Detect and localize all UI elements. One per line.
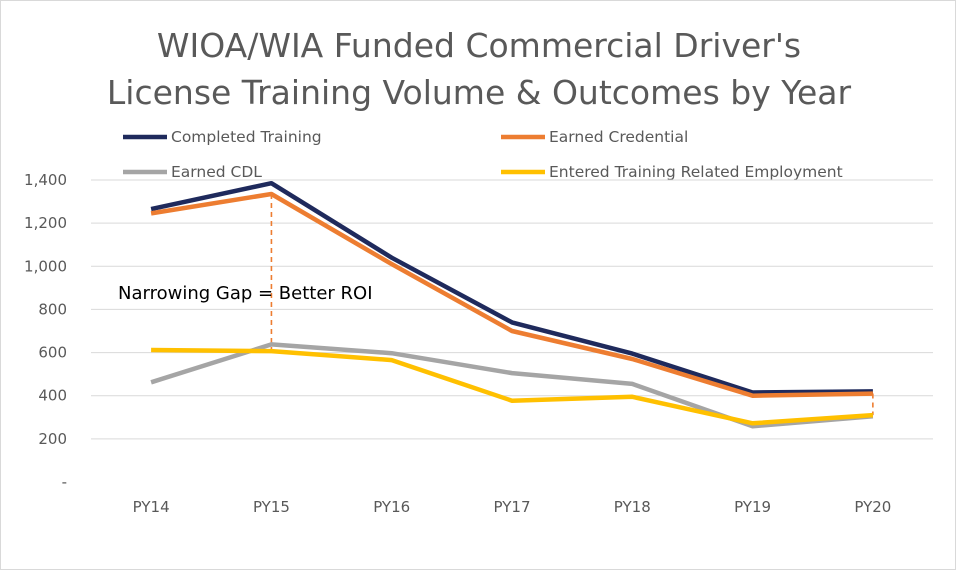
y-tick-label: 1,400 (24, 171, 67, 189)
gap-markers (270, 194, 874, 416)
x-tick-label: PY16 (373, 498, 410, 516)
chart-title-line-1: WIOA/WIA Funded Commercial Driver's (157, 26, 801, 65)
x-axis: PY14 PY15 PY16 PY17 PY18 PY19 PY20 (133, 498, 892, 516)
y-tick-label: 1,000 (24, 257, 67, 275)
chart-title-line-2: License Training Volume & Outcomes by Ye… (107, 73, 852, 112)
x-tick-label: PY14 (133, 498, 170, 516)
x-tick-label: PY18 (614, 498, 651, 516)
y-tick-label: - (62, 473, 67, 491)
y-tick-label: 600 (38, 344, 67, 362)
y-tick-label: 400 (38, 387, 67, 405)
series-line-earned-cdl (150, 342, 874, 429)
y-tick-label: 200 (38, 430, 67, 448)
y-axis: - 200 400 600 800 1,000 1,200 1,400 (24, 171, 67, 491)
x-tick-label: PY15 (253, 498, 290, 516)
y-tick-label: 1,200 (24, 214, 67, 232)
x-tick-label: PY19 (734, 498, 771, 516)
x-tick-label: PY17 (494, 498, 531, 516)
legend-label-completed-training: Completed Training (171, 128, 322, 146)
y-tick-label: 800 (38, 300, 67, 318)
chart-legend: Completed Training Earned Credential Earne… (123, 128, 843, 181)
annotation-text: Narrowing Gap = Better ROI (118, 283, 373, 304)
legend-label-earned-cdl: Earned CDL (171, 163, 262, 181)
series-line-entered-training-related-employment (151, 347, 874, 426)
legend-label-earned-credential: Earned Credential (549, 128, 688, 146)
chart-series (150, 180, 874, 429)
series-line-earned-credential (150, 191, 873, 398)
series-line-completed-training (150, 180, 873, 395)
legend-label-entered-training-related-employment: Entered Training Related Employment (549, 163, 843, 181)
x-tick-label: PY20 (854, 498, 891, 516)
